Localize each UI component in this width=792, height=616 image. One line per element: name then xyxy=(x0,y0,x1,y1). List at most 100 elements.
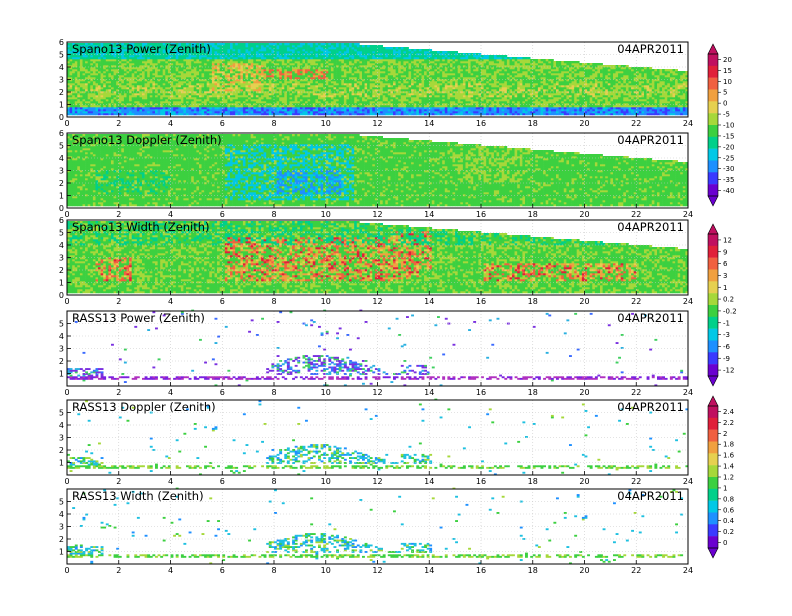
data-cell xyxy=(88,105,91,107)
data-cell xyxy=(96,61,99,63)
data-cell xyxy=(359,45,362,47)
data-cell xyxy=(96,73,99,75)
data-cell xyxy=(323,61,326,63)
data-cell xyxy=(396,51,399,53)
data-cell xyxy=(414,53,417,55)
data-cell xyxy=(266,49,269,51)
data-cell xyxy=(315,59,318,61)
data-cell xyxy=(165,89,168,91)
data-cell xyxy=(424,97,427,99)
data-cell xyxy=(235,85,238,87)
data-cell xyxy=(103,89,106,91)
data-cell xyxy=(189,59,192,61)
data-cell xyxy=(186,105,189,107)
data-cell xyxy=(186,85,189,87)
data-cell xyxy=(259,45,262,47)
data-cell xyxy=(227,57,230,59)
data-cell xyxy=(295,75,298,77)
data-cell xyxy=(334,111,337,113)
data-cell xyxy=(251,101,254,103)
data-cell xyxy=(96,81,99,83)
data-cell xyxy=(235,105,238,107)
data-cell xyxy=(186,111,189,113)
data-cell xyxy=(411,53,414,55)
data-cell xyxy=(269,75,272,77)
data-cell xyxy=(297,71,300,73)
data-cell xyxy=(124,81,127,83)
data-cell xyxy=(171,89,174,91)
data-cell xyxy=(414,95,417,97)
data-cell xyxy=(165,101,168,103)
data-cell xyxy=(256,61,259,63)
data-cell xyxy=(155,69,158,71)
data-cell xyxy=(88,69,91,71)
data-cell xyxy=(287,97,290,99)
data-cell xyxy=(114,75,117,77)
data-cell xyxy=(173,57,176,59)
data-cell xyxy=(246,47,249,49)
data-cell xyxy=(207,87,210,89)
data-cell xyxy=(409,93,412,95)
data-cell xyxy=(290,71,293,73)
data-cell xyxy=(163,97,166,99)
data-cell xyxy=(70,99,73,101)
data-cell xyxy=(354,95,357,97)
data-cell xyxy=(308,49,311,51)
data-cell xyxy=(323,73,326,75)
data-cell xyxy=(305,75,308,77)
data-cell xyxy=(101,81,104,83)
data-cell xyxy=(261,105,264,107)
data-cell xyxy=(284,83,287,85)
data-cell xyxy=(181,63,184,65)
data-cell xyxy=(308,105,311,107)
data-cell xyxy=(313,109,316,111)
data-cell xyxy=(233,85,236,87)
data-cell xyxy=(385,103,388,105)
data-cell xyxy=(313,53,316,55)
data-cell xyxy=(225,43,228,45)
data-cell xyxy=(367,97,370,99)
data-cell xyxy=(396,99,399,101)
data-cell xyxy=(142,97,145,99)
data-cell xyxy=(313,95,316,97)
data-cell xyxy=(287,105,290,107)
data-cell xyxy=(424,93,427,95)
data-cell xyxy=(215,103,218,105)
data-cell xyxy=(240,51,243,53)
data-cell xyxy=(106,99,109,101)
data-cell xyxy=(160,75,163,77)
data-cell xyxy=(378,87,381,89)
data-cell xyxy=(352,61,355,63)
data-cell xyxy=(140,99,143,101)
data-cell xyxy=(75,87,78,89)
data-cell xyxy=(354,85,357,87)
data-cell xyxy=(101,63,104,65)
data-cell xyxy=(261,95,264,97)
data-cell xyxy=(310,71,313,73)
data-cell xyxy=(119,99,122,101)
data-cell xyxy=(266,95,269,97)
data-cell xyxy=(349,51,352,53)
data-cell xyxy=(163,73,166,75)
data-cell xyxy=(251,85,254,87)
data-cell xyxy=(88,71,91,73)
data-cell xyxy=(189,111,192,113)
data-cell xyxy=(349,55,352,57)
data-cell xyxy=(212,63,215,65)
data-cell xyxy=(349,45,352,47)
data-cell xyxy=(310,107,313,109)
data-cell xyxy=(264,99,267,101)
data-cell xyxy=(70,93,73,95)
data-cell xyxy=(230,75,233,77)
data-cell xyxy=(378,73,381,75)
data-cell xyxy=(251,63,254,65)
data-cell xyxy=(129,113,132,115)
data-cell xyxy=(259,85,262,87)
data-cell xyxy=(264,81,267,83)
data-cell xyxy=(261,51,264,53)
data-cell xyxy=(246,85,249,87)
data-cell xyxy=(354,111,357,113)
data-cell xyxy=(111,87,114,89)
data-cell xyxy=(160,83,163,85)
data-cell xyxy=(212,109,215,111)
